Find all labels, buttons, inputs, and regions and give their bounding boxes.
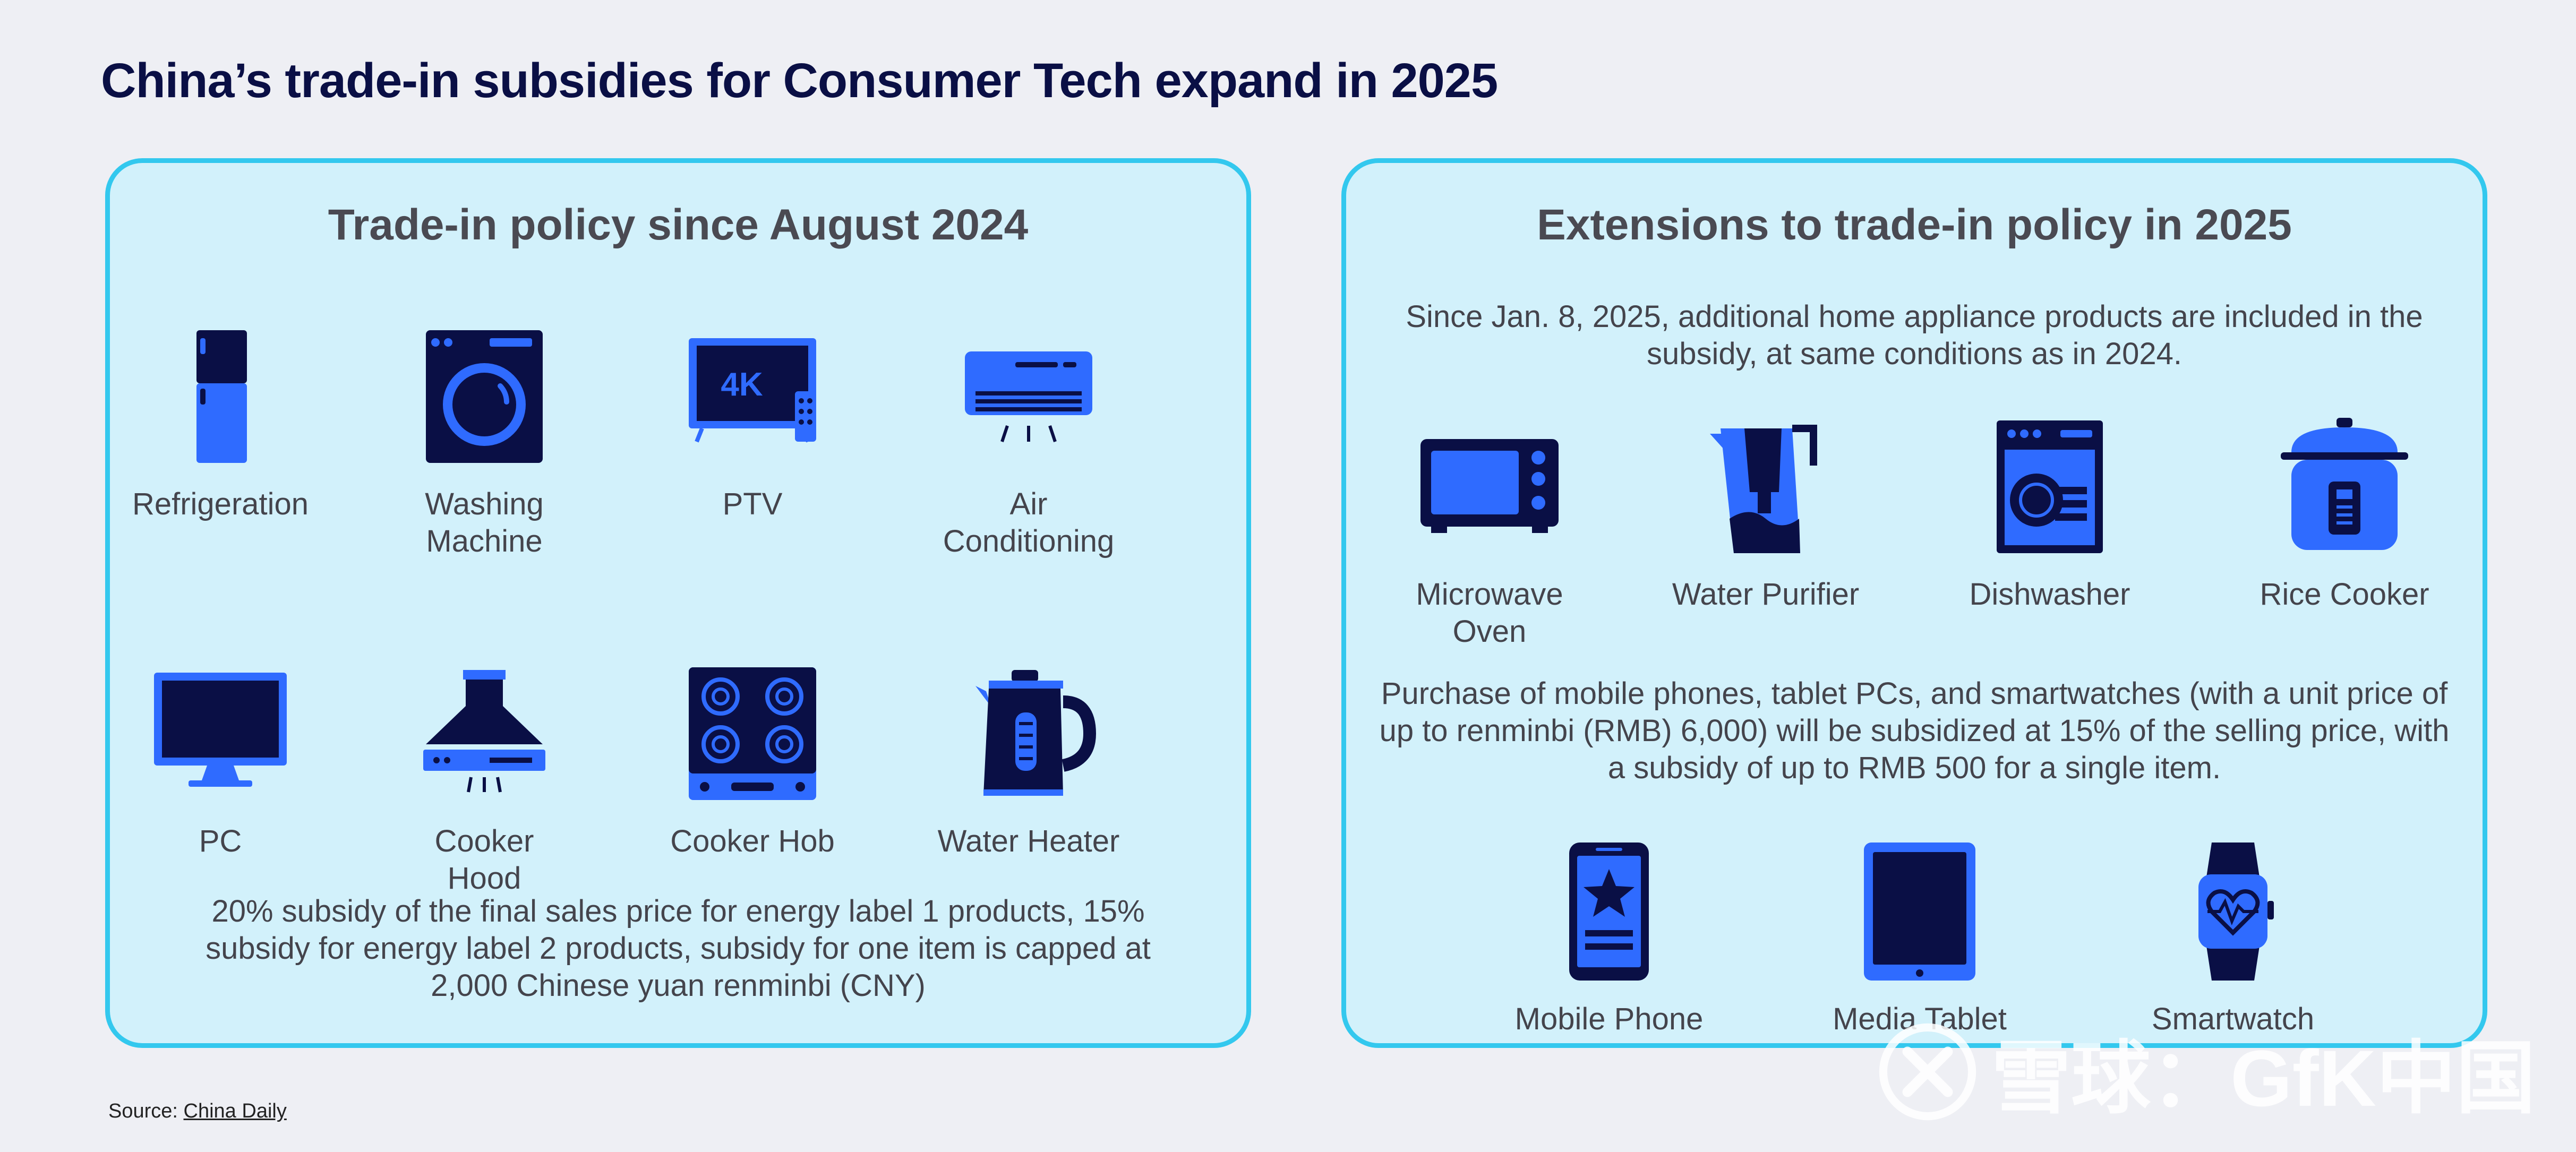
washing-machine-icon <box>426 330 543 463</box>
item-ptv: 4K PTV <box>662 322 843 523</box>
source-link[interactable]: China Daily <box>183 1100 287 1122</box>
right-panel: Extensions to trade-in policy in 2025 Si… <box>1341 158 2487 1048</box>
item-label: Mobile Phone <box>1514 1002 1704 1036</box>
item-dishwasher: Dishwasher <box>1954 412 2145 613</box>
tablet-icon <box>1864 842 1975 981</box>
item-label: Smartwatch <box>2151 1002 2315 1036</box>
item-washing-machine: Washing Machine <box>394 322 575 560</box>
item-cooker-hood: Cooker Hood <box>394 659 575 897</box>
snowball-logo-icon <box>1879 1023 1976 1120</box>
monitor-icon <box>154 673 287 787</box>
left-panel-note: 20% subsidy of the final sales price for… <box>206 894 1151 1003</box>
item-microwave-oven: Microwave Oven <box>1394 412 1585 650</box>
right-panel-mobile-note: Purchase of mobile phones, tablet PCs, a… <box>1379 676 2450 785</box>
dishwasher-icon <box>1997 420 2103 553</box>
item-refrigeration: Refrigeration <box>130 322 311 523</box>
item-rice-cooker: Rice Cooker <box>2244 412 2445 613</box>
item-label: Dishwasher <box>1969 577 2130 612</box>
cooker-hob-icon <box>689 667 816 800</box>
microwave-icon <box>1420 439 1559 533</box>
tv-4k-icon: 4K <box>689 338 816 443</box>
tv-badge: 4K <box>721 366 763 403</box>
item-label: Cooker Hob <box>670 824 835 858</box>
left-panel: Trade-in policy since August 2024 Refrig… <box>105 158 1251 1048</box>
item-label: Microwave Oven <box>1416 577 1563 649</box>
item-label: PTV <box>722 487 783 521</box>
item-label: PC <box>199 824 242 858</box>
item-label: Cooker Hood <box>434 824 534 896</box>
item-cooker-hob: Cooker Hob <box>662 659 843 860</box>
smartwatch-icon <box>2198 842 2274 981</box>
kettle-icon <box>975 670 1097 796</box>
mobile-phone-icon <box>1569 842 1649 981</box>
watermark-text: 雪球：GfK中国 <box>1991 1034 2536 1123</box>
item-water-purifier: Water Purifier <box>1665 412 1867 613</box>
item-label: Water Heater <box>937 824 1120 858</box>
item-label: Rice Cooker <box>2260 577 2429 612</box>
item-mobile-phone: Mobile Phone <box>1497 837 1721 1038</box>
item-water-heater: Water Heater <box>928 659 1129 860</box>
left-panel-heading: Trade-in policy since August 2024 <box>328 201 1029 249</box>
air-conditioner-icon <box>965 351 1092 442</box>
source-prefix: Source: <box>108 1100 184 1122</box>
rice-cooker-icon <box>2281 418 2408 550</box>
water-pitcher-icon <box>1710 425 1817 553</box>
item-label: Air Conditioning <box>943 487 1115 558</box>
cooker-hood-icon <box>423 670 545 793</box>
right-panel-heading: Extensions to trade-in policy in 2025 <box>1537 201 2292 249</box>
right-panel-intro: Since Jan. 8, 2025, additional home appl… <box>1406 299 2423 371</box>
item-pc: PC <box>130 659 311 860</box>
source-note: Source: China Daily <box>108 1100 287 1123</box>
item-air-conditioning: Air Conditioning <box>928 322 1129 560</box>
item-label: Water Purifier <box>1672 577 1860 612</box>
item-media-tablet: Media Tablet <box>1808 837 2031 1038</box>
watermark: 雪球：GfK中国 <box>1877 1014 2536 1129</box>
item-label: Refrigeration <box>132 487 309 521</box>
refrigerator-icon <box>196 330 247 463</box>
item-label: Washing Machine <box>425 487 544 558</box>
page-title: China’s trade-in subsidies for Consumer … <box>101 54 1498 108</box>
item-smartwatch: Smartwatch <box>2121 837 2344 1038</box>
